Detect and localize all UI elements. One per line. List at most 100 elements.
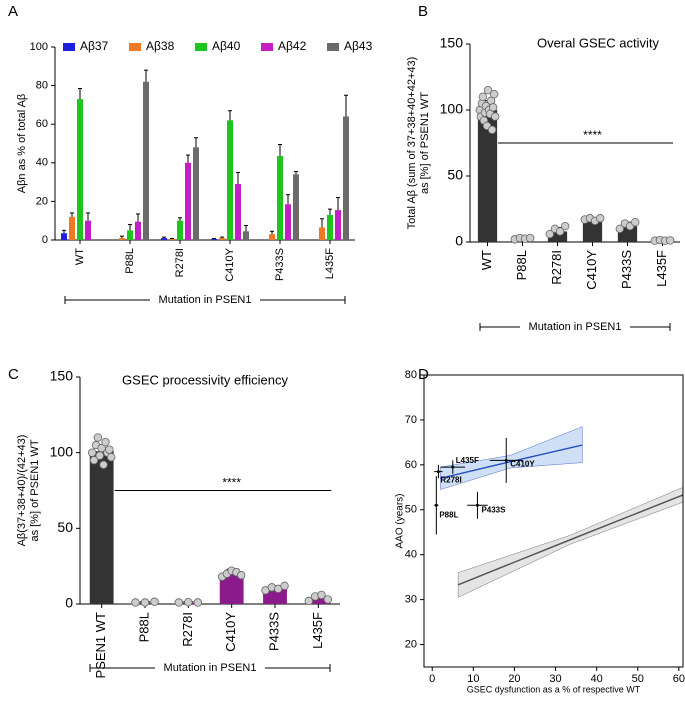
y-axis-label: as [%] of PSEN1 WT [29, 439, 41, 541]
point-label: C410Y [510, 459, 535, 468]
data-point [487, 125, 497, 134]
y-tick-label: 150 [50, 368, 74, 384]
x-tick-label: 40 [591, 673, 603, 685]
bar [327, 214, 333, 240]
x-tick-label: WT [479, 250, 494, 270]
bar [285, 204, 291, 240]
data-point [451, 465, 455, 469]
legend-label: Aβ43 [344, 39, 373, 53]
bar [306, 597, 331, 604]
legend-label: Aβ38 [146, 39, 175, 53]
bar [293, 174, 299, 240]
x-tick-label: P433S [274, 248, 286, 281]
bar [243, 231, 249, 240]
bar [85, 220, 91, 240]
x-tick-label: R278I [180, 612, 195, 647]
data-point [561, 221, 570, 231]
bar [335, 210, 341, 240]
chart-title: GSEC processivity efficiency [122, 372, 288, 387]
bar [143, 81, 149, 241]
x-tick-label: 60 [673, 673, 685, 685]
data-point [491, 112, 500, 121]
data-point [101, 437, 110, 447]
data-point [304, 596, 313, 606]
data-point [323, 595, 333, 604]
y-tick-label: 0 [42, 234, 48, 246]
data-point [615, 224, 624, 233]
fit-line [457, 494, 684, 586]
x-tick-label: L435F [324, 248, 336, 279]
data-point [666, 236, 675, 245]
confidence-band [457, 487, 684, 598]
x-axis-label: Mutation in PSEN1 [159, 294, 252, 306]
x-tick-label: R278I [549, 250, 564, 285]
x-tick-label: 0 [429, 673, 435, 685]
data-point [236, 571, 246, 580]
data-point [631, 217, 640, 227]
bar [169, 239, 175, 240]
plot-frame [423, 374, 684, 668]
bar [135, 221, 141, 240]
legend-swatch [327, 43, 339, 51]
y-tick-label: 80 [36, 80, 48, 92]
bar [89, 451, 114, 604]
x-tick-label: P88L [124, 248, 136, 274]
bar [219, 573, 244, 604]
x-tick-label: R278I [174, 248, 186, 277]
panel-label: D [418, 366, 429, 383]
data-point [105, 445, 114, 454]
data-point [483, 85, 493, 95]
bar [193, 147, 199, 240]
bar [61, 233, 67, 240]
y-axis-label: Aβn as % of total Aβ [16, 94, 28, 193]
data-point [488, 103, 498, 112]
point-label: P88L [439, 510, 458, 519]
data-point [478, 92, 488, 101]
x-tick-label: 20 [508, 673, 520, 685]
x-tick-label: 10 [467, 673, 479, 685]
data-point [434, 503, 438, 507]
bar [161, 238, 167, 240]
x-tick-label: P433S [619, 250, 634, 289]
y-tick-label: 150 [440, 35, 464, 51]
data-point [280, 581, 289, 591]
bar [219, 238, 225, 240]
data-point [106, 453, 116, 462]
bar [582, 219, 603, 242]
y-tick-label: 80 [405, 369, 417, 381]
bar [235, 184, 241, 240]
data-point [99, 460, 108, 469]
bar [277, 156, 283, 240]
data-point [89, 456, 99, 465]
data-point [596, 214, 605, 223]
x-tick-label: L435F [310, 612, 325, 649]
y-axis-label: Total Aβ (sum of 37+38+40+42+43) [406, 57, 418, 230]
bar [77, 99, 83, 240]
x-tick-label: 50 [632, 673, 644, 685]
data-point [140, 598, 150, 607]
bar [211, 239, 217, 240]
bar [269, 234, 275, 240]
x-tick-label: P88L [514, 250, 529, 280]
y-tick-label: 100 [50, 443, 74, 459]
data-point [87, 448, 97, 457]
x-tick-label: PSEN1 WT [93, 612, 108, 679]
y-axis-label: Aβ(37+38+40)/(42+43) [16, 435, 28, 547]
y-tick-label: 50 [405, 504, 417, 516]
y-axis-label: AAO (years) [395, 493, 406, 548]
data-point [150, 597, 159, 606]
y-tick-label: 100 [440, 101, 464, 117]
data-point [184, 597, 193, 607]
x-axis-label: Mutation in PSEN1 [164, 662, 257, 674]
y-tick-label: 60 [36, 118, 48, 130]
y-tick-label: 0 [65, 595, 73, 611]
x-tick-label: C410Y [223, 612, 238, 652]
bar [69, 216, 75, 240]
data-point [436, 470, 440, 474]
data-point [93, 433, 103, 442]
data-point [174, 598, 183, 607]
y-tick-label: 70 [405, 414, 417, 426]
point-label: P433S [481, 505, 506, 514]
x-tick-label: L435F [654, 250, 669, 287]
chart-title: Overal GSEC activity [537, 35, 660, 50]
